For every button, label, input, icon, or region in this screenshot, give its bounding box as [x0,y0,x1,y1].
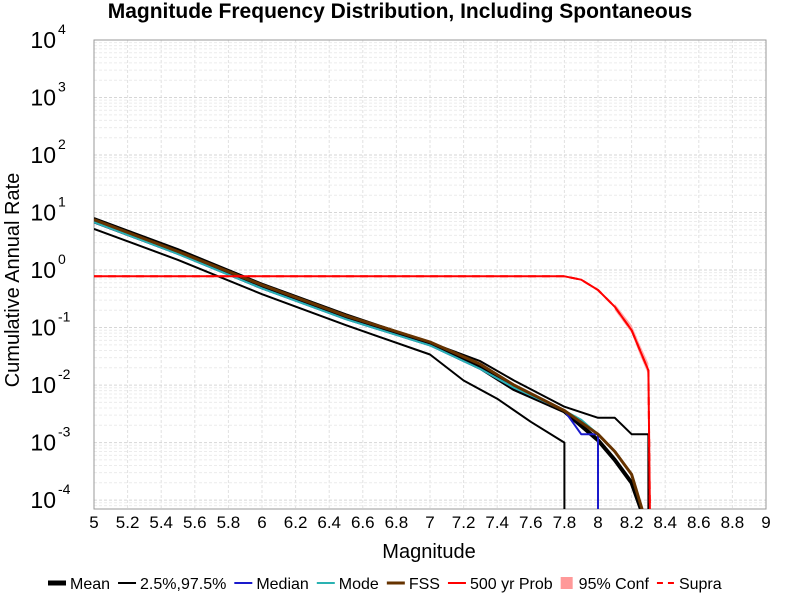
legend-item: Mode [316,576,379,593]
x-tick-label: 9 [761,513,770,532]
legend-item: 2.5%,97.5% [118,576,226,593]
grid [93,39,767,510]
x-tick-label: 7.4 [485,513,509,532]
x-tick-label: 7.6 [519,513,543,532]
y-tick-exponent: -2 [58,366,71,382]
x-tick-label: 8.2 [620,513,644,532]
x-tick-label: 6.2 [284,513,308,532]
legend-label: 500 yr Prob [470,576,553,593]
y-tick-label: 10 0 [30,251,66,283]
x-tick-label: 5.2 [116,513,140,532]
legend-item: 95% Conf [560,576,650,593]
legend-label: Supra [679,576,722,593]
y-tick-exponent: 4 [58,21,66,37]
y-tick-base: 10 [30,430,56,456]
x-tick-label: 6.6 [351,513,375,532]
series-line-median [94,221,599,509]
series-line-500-yr-prob [94,275,651,509]
x-tick-label: 8.6 [687,513,711,532]
y-tick-exponent: -3 [58,424,71,440]
x-tick-label: 6.4 [317,513,341,532]
chart-title: Magnitude Frequency Distribution, Includ… [108,0,693,23]
x-tick-label: 5.8 [217,513,241,532]
legend-item: 500 yr Prob [447,576,553,593]
y-tick-base: 10 [30,257,56,283]
x-axis-label: Magnitude [382,541,475,563]
y-tick-base: 10 [30,315,56,341]
y-tick-base: 10 [30,200,56,226]
x-tick-label: 8.4 [653,513,677,532]
y-tick-label: 10 -3 [30,424,70,456]
series-line-fss [94,218,644,509]
x-tick-label: 8 [593,513,602,532]
y-tick-label: 10 3 [30,79,66,111]
x-tick-label: 6 [257,513,266,532]
x-tick-label: 5 [89,513,98,532]
legend-item: FSS [386,576,440,593]
legend-item: Mean [48,576,110,593]
y-tick-base: 10 [30,142,56,168]
y-axis-label: Cumulative Annual Rate [2,173,24,388]
x-tick-label: 8.8 [721,513,745,532]
legend-label: FSS [409,576,440,593]
series-layer [94,217,651,509]
confidence-band-layer [614,303,649,375]
plot-area [93,39,767,510]
legend-swatch [560,577,573,589]
confidence-band [614,303,649,375]
legend-label: Mode [339,576,379,593]
legend-label: 95% Conf [579,576,650,593]
x-tick-label: 7.8 [553,513,577,532]
y-tick-base: 10 [30,27,56,53]
y-tick-label: 10 1 [30,194,66,226]
x-tick-label: 5.6 [183,513,207,532]
legend-label: Mean [70,576,110,593]
y-tick-label: 10 -2 [30,366,70,398]
legend-item: Median [234,576,309,593]
y-tick-label: 10 -1 [30,309,70,341]
y-tick-exponent: -1 [58,309,71,325]
y-tick-exponent: 0 [58,251,66,267]
y-tick-exponent: 3 [58,79,66,95]
y-tick-base: 10 [30,372,56,398]
series-line-supra [94,275,651,509]
x-axis-ticks: 5 5.2 5.4 5.6 5.8 6 6.2 6.4 6.6 6.8 7 7.2 7.4 7.6 7.8 8… [89,513,770,532]
legend: Mean 2.5%,97.5% Median Mode FSS 500 yr Prob 95… [48,576,722,593]
x-tick-label: 5.4 [149,513,173,532]
x-tick-label: 7.2 [452,513,476,532]
y-tick-exponent: 1 [58,194,66,210]
y-tick-base: 10 [30,85,56,111]
legend-item: Supra [656,576,722,593]
y-tick-exponent: 2 [58,136,66,152]
legend-label: Median [256,576,308,593]
y-tick-exponent: -4 [58,481,71,497]
x-tick-label: 6.8 [385,513,409,532]
y-tick-label: 10 -4 [30,481,70,513]
legend-label: 2.5%,97.5% [140,576,226,593]
y-tick-label: 10 2 [30,136,66,168]
x-tick-label: 7 [425,513,434,532]
y-tick-base: 10 [30,487,56,513]
y-tick-label: 10 4 [30,21,66,53]
